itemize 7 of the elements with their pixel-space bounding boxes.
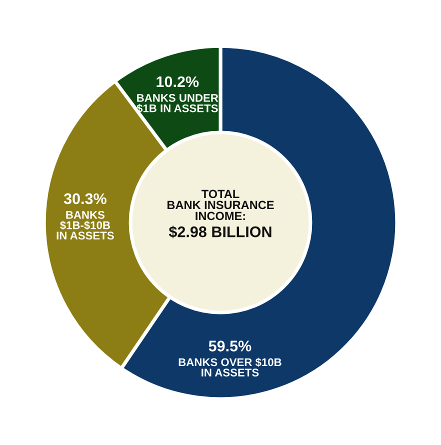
text: TOTAL BANK INSURANCE INCOME:: [168, 190, 274, 220]
text: $2.98 BILLION: [168, 226, 272, 238]
slice-label: BANKS $1B-$10B IN ASSETS: [56, 210, 114, 240]
data-label: 30.3%: [64, 193, 106, 204]
data-label: 10.2%: [156, 76, 199, 88]
data-label: 59.5%: [208, 340, 252, 352]
slice-label: BANKS OVER $10B IN ASSETS: [178, 358, 282, 377]
